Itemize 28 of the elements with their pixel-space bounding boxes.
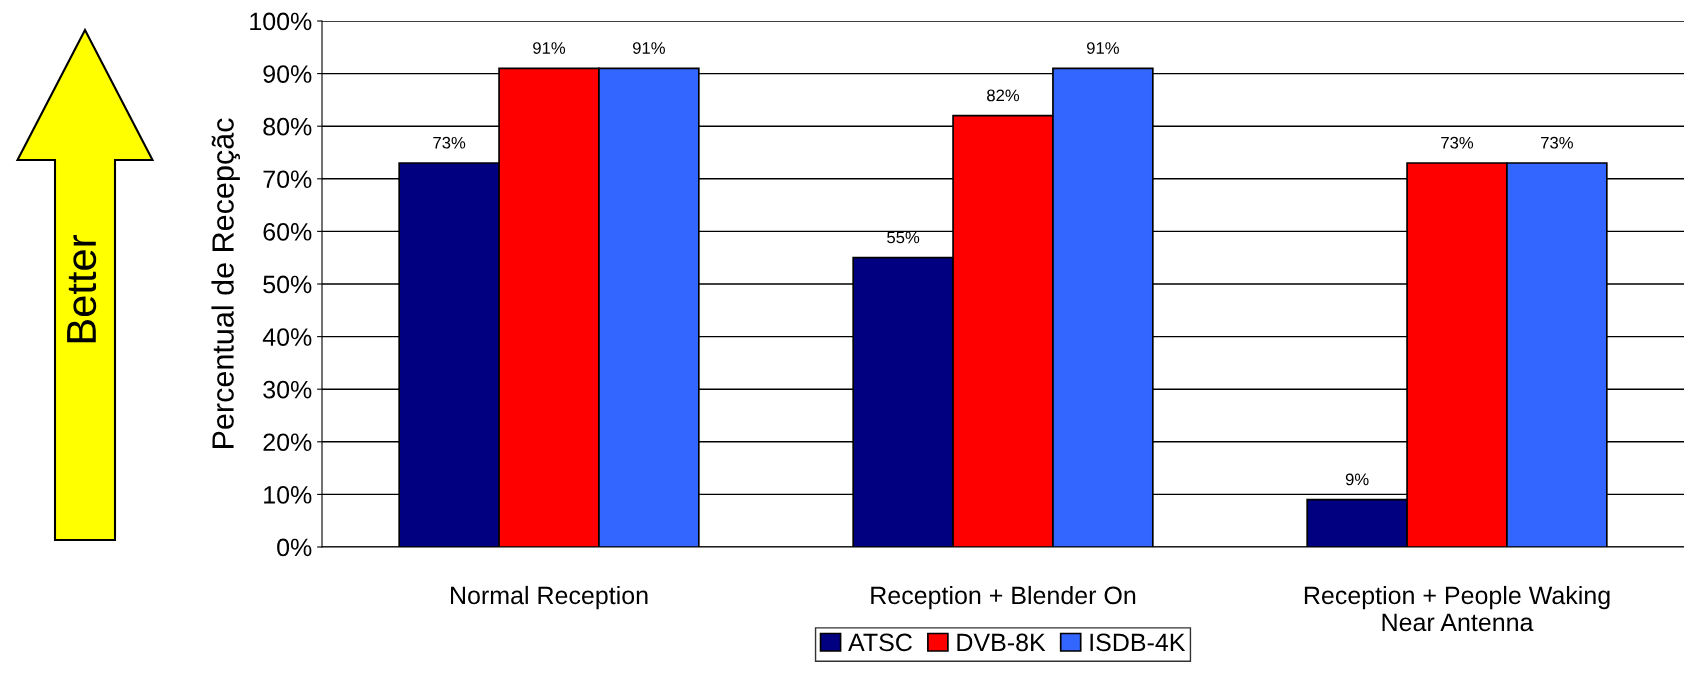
y-tick-label: 30% xyxy=(263,380,312,399)
y-tick-label: 50% xyxy=(263,275,312,294)
data-label: 91% xyxy=(632,42,665,54)
y-tick-label: 40% xyxy=(262,328,312,346)
data-label: 91% xyxy=(1086,42,1119,54)
text: Better xyxy=(67,235,97,343)
y-tick-label: 10% xyxy=(264,486,312,504)
legend-label: ISDB-4K xyxy=(1090,633,1186,652)
data-label: 55% xyxy=(887,231,920,244)
legend-label: ATSC xyxy=(848,633,912,652)
data-label: 73% xyxy=(433,136,466,149)
data-label: 73% xyxy=(1541,136,1573,149)
y-tick-label: 20% xyxy=(263,433,312,452)
x-tick-label: Reception + Blender On xyxy=(871,585,1136,610)
data-label: 91% xyxy=(533,42,566,54)
data-label: 73% xyxy=(1441,136,1474,149)
legend-label: DVB-8K xyxy=(957,633,1046,652)
y-tick-label: 0% xyxy=(277,538,312,557)
y-tick-label: 70% xyxy=(263,170,312,189)
x-tick-label: Normal Reception xyxy=(451,585,648,610)
y-tick-label: 60% xyxy=(263,223,312,241)
y-tick-label: 90% xyxy=(263,65,312,83)
x-tick-label: Reception + People Waking Near Antenna xyxy=(1304,585,1610,632)
y-axis-title: Percentual de Recepçãc xyxy=(211,118,241,448)
data-label: 9% xyxy=(1345,473,1369,486)
y-tick-label: 100% xyxy=(250,12,312,31)
data-label: 82% xyxy=(987,89,1020,102)
y-tick-label: 80% xyxy=(263,117,312,136)
